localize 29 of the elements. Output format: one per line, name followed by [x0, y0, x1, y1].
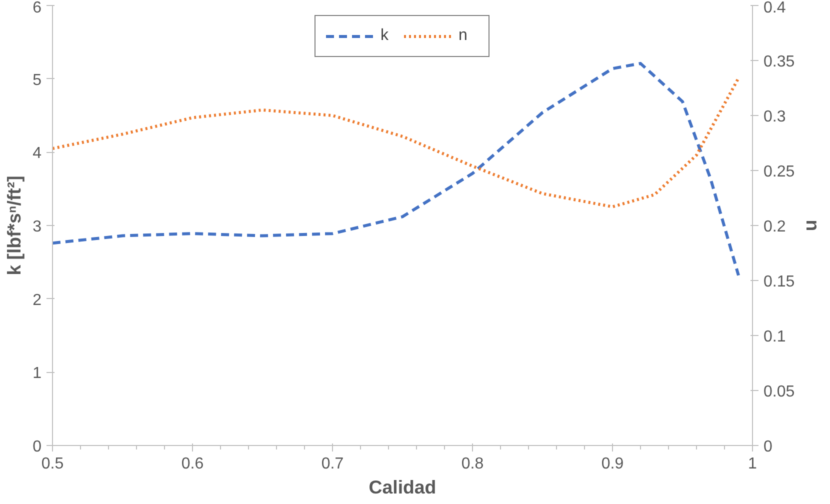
- y-tick-label: 5: [32, 72, 42, 89]
- y-tick-label: 6: [32, 0, 42, 16]
- x-tick-label: 1: [748, 456, 758, 472]
- x-tick-label: 0.6: [181, 456, 204, 472]
- y2-tick-label: 0.2: [764, 218, 786, 236]
- line-series: [52, 76, 740, 208]
- y2-tick-label: 0: [764, 438, 772, 456]
- y-tick-label: 0: [32, 438, 42, 456]
- x-axis-title: Calidad: [368, 476, 436, 498]
- x-tick-label: 0.8: [461, 456, 484, 472]
- y2-tick-label: 0.15: [764, 274, 795, 290]
- x-tick-label: 0.7: [321, 456, 344, 472]
- y2-tick-label: 0.25: [764, 164, 795, 180]
- y-axis-title: k [lbf*sⁿ/ft²]: [4, 176, 25, 276]
- line-series: [52, 62, 740, 277]
- y-tick-label: 3: [32, 218, 42, 236]
- x-tick-label: 0.5: [41, 456, 64, 472]
- y-tick-label: 2: [32, 292, 42, 309]
- y-tick-label: 1: [32, 365, 42, 382]
- y2-tick-label: 0.05: [764, 384, 795, 400]
- y2-axis-title: n: [802, 220, 824, 232]
- legend-label: k: [380, 27, 390, 45]
- y-tick-label: 4: [32, 145, 42, 162]
- legend-label: n: [458, 27, 468, 45]
- y2-tick-label: 0.4: [764, 0, 786, 16]
- y2-tick-label: 0.1: [764, 328, 786, 346]
- y2-tick-label: 0.35: [764, 54, 795, 70]
- y2-tick-label: 0.3: [764, 108, 786, 126]
- x-tick-label: 0.9: [601, 456, 624, 472]
